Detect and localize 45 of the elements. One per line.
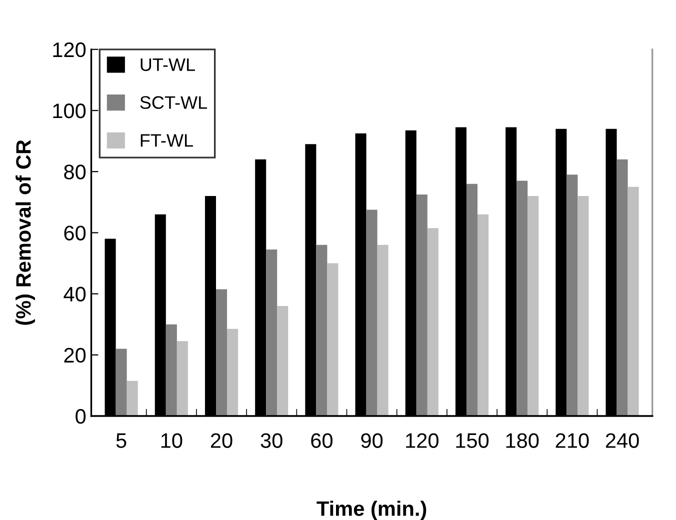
y-tick-label: 20 [64, 348, 86, 363]
bar [126, 380, 138, 416]
y-tick-label: 40 [64, 286, 86, 302]
bar [327, 263, 338, 416]
bar [427, 228, 438, 416]
bar [366, 210, 378, 416]
y-axis-title: (%) Removal of CR [16, 140, 35, 325]
bar [566, 174, 578, 416]
bar [176, 341, 188, 416]
bar [116, 348, 127, 416]
bar [616, 159, 628, 416]
bar [227, 328, 238, 416]
x-tick-label: 60 [311, 433, 332, 448]
bar [266, 250, 278, 416]
y-tick-label: 80 [64, 164, 86, 180]
legend-label: SCT-WL [140, 96, 208, 109]
bar [377, 244, 388, 416]
legend-label: FT-WL [140, 134, 193, 147]
x-tick-label: 90 [361, 433, 383, 448]
x-tick-label: 180 [506, 433, 539, 448]
x-tick-label: 5 [116, 433, 126, 448]
x-tick-label: 120 [406, 433, 438, 448]
bar [478, 214, 489, 416]
x-tick-label: 240 [606, 433, 639, 448]
x-tick-label: 10 [161, 433, 182, 448]
bar [628, 186, 639, 416]
x-tick-label: 20 [210, 433, 232, 448]
y-tick-label: 0 [76, 409, 86, 424]
x-axis-title: Time (min.) [316, 500, 426, 520]
bar [277, 306, 288, 416]
x-tick-label: 150 [456, 433, 489, 448]
bar [528, 196, 539, 416]
bar [466, 184, 478, 416]
legend-label: UT-WL [140, 58, 195, 72]
y-tick-label: 120 [53, 42, 86, 58]
bar [416, 194, 428, 416]
bar [216, 289, 228, 416]
y-tick-label: 60 [64, 226, 86, 240]
bar [316, 244, 328, 416]
x-tick-label: 210 [556, 433, 589, 448]
bar [516, 180, 528, 416]
bar [166, 324, 177, 416]
y-tick-label: 100 [53, 104, 86, 118]
x-tick-label: 30 [260, 433, 282, 448]
bar [578, 196, 589, 416]
